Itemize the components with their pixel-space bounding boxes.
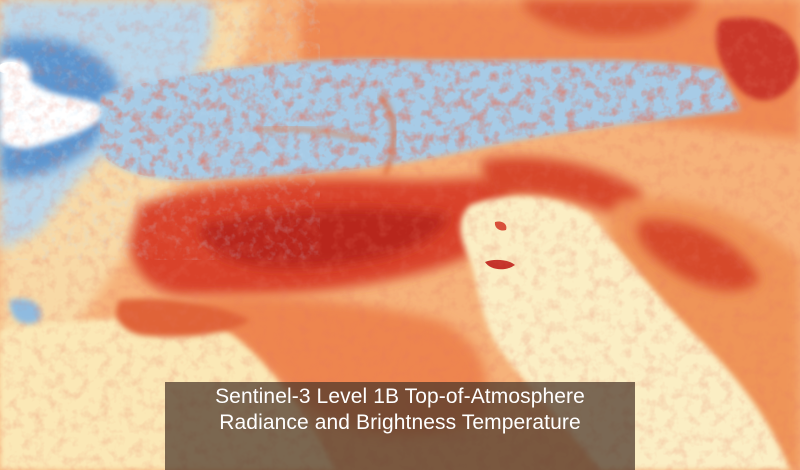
cold-texture xyxy=(0,0,320,260)
caption-line-2: Radiance and Brightness Temperature xyxy=(219,411,581,434)
caption-line-1: Sentinel-3 Level 1B Top-of-Atmosphere xyxy=(215,385,585,408)
image-caption: Sentinel-3 Level 1B Top-of-Atmosphere Ra… xyxy=(165,382,635,470)
